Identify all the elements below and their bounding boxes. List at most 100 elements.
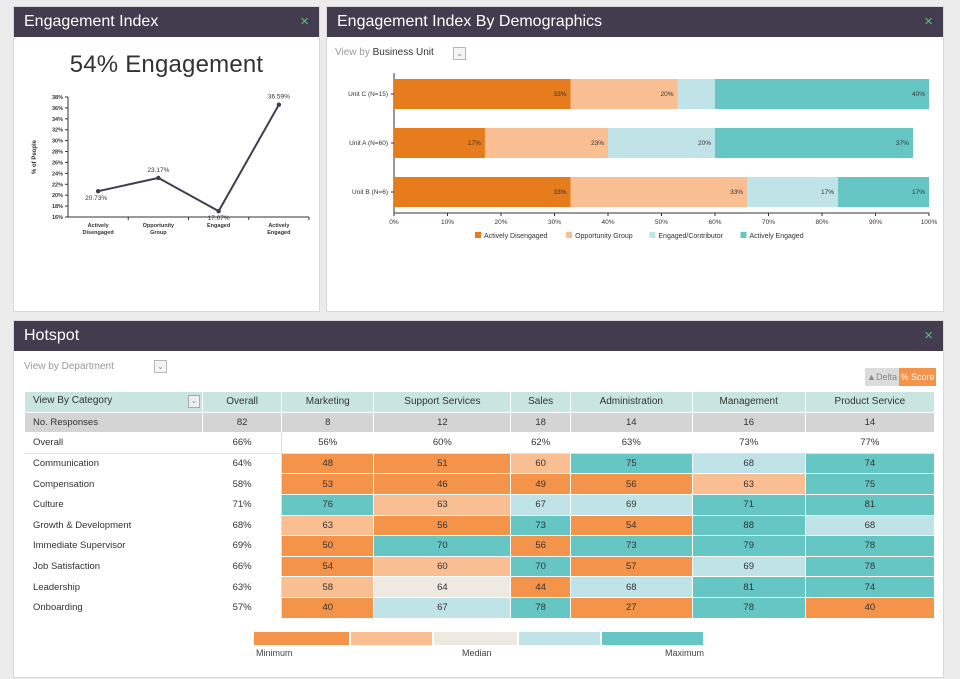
x-tick-label: Actively [268, 223, 290, 229]
bar-segment [715, 79, 929, 109]
engagement-line-chart: 16% 18% 20% 22% 24% 26% 28% 30% 32% 34% 36% 38% % of… [32, 94, 310, 236]
bar-segment [394, 128, 485, 158]
data-point [95, 189, 101, 194]
responses-count: 16 [691, 411, 806, 434]
bar-segment [570, 177, 748, 207]
table-row[interactable]: Onboarding 57% 40 67 78 27 78 40 [23, 596, 936, 619]
chevron-down-icon[interactable]: ⌄ [188, 395, 201, 409]
column-header[interactable]: Administration [569, 391, 693, 413]
overall-score: 73% [691, 432, 806, 454]
bar-segment [677, 79, 715, 109]
responses-row: No. Responses 82 8 12 18 14 16 14 [23, 411, 936, 434]
heat-cell: 71 [691, 493, 806, 516]
demographics-panel: Engagement Index By Demographics × View … [326, 6, 944, 312]
bar-value-label: 17% [821, 189, 834, 196]
table-row[interactable]: Communication 64% 48 51 60 75 68 74 [23, 452, 936, 475]
bar-value-label: 33% [730, 189, 743, 196]
close-icon[interactable]: × [924, 13, 933, 30]
table-row[interactable]: Immediate Supervisor 69% 50 70 56 73 79 78 [23, 535, 936, 557]
overall-score: 77% [804, 432, 936, 454]
overall-score: 66% [202, 432, 283, 454]
heat-cell: 63 [691, 473, 806, 495]
close-icon[interactable]: × [300, 13, 309, 30]
column-header[interactable]: Marketing [281, 391, 375, 413]
overall-score: 63% [569, 432, 693, 454]
heat-cell: 81 [804, 493, 936, 516]
data-label: 36.59% [268, 94, 290, 101]
heat-cell: 49 [510, 473, 571, 495]
table-row[interactable]: Leadership 63% 58 64 44 68 81 74 [23, 576, 936, 598]
category-header[interactable]: View By Category ⌄ [23, 391, 204, 413]
y-tick-label: 32% [52, 128, 63, 134]
y-tick-label: 34% [52, 117, 63, 123]
table-row[interactable]: Growth & Development 68% 63 56 73 54 88 68 [23, 514, 936, 537]
x-tick-label: 90% [869, 219, 882, 226]
heat-cell: 27 [569, 596, 693, 619]
bar-value-label: 40% [912, 91, 925, 98]
y-axis-label: % of People [32, 139, 38, 174]
scale-labels: Minimum Median Maximum [254, 648, 709, 660]
responses-count: 14 [804, 411, 936, 434]
overall-score: 62% [510, 432, 571, 454]
overall-row: Overall 66% 56% 60% 62% 63% 73% 77% [23, 432, 936, 454]
heat-cell: 76 [281, 493, 375, 516]
overall-score: 69% [202, 535, 283, 557]
bar-segment [394, 177, 571, 207]
delta-toggle-button[interactable]: ▲Delta [865, 368, 899, 386]
panel-title: Engagement Index [24, 13, 159, 30]
row-label: Leadership [23, 576, 204, 598]
heat-cell: 78 [804, 535, 936, 557]
overall-score: 60% [373, 432, 512, 454]
x-tick-label: 0% [389, 219, 399, 226]
hotspot-header: Hotspot × [14, 321, 943, 351]
scale-median-label: Median [462, 648, 492, 658]
x-tick-label: 70% [762, 219, 775, 226]
table-row[interactable]: Compensation 58% 53 46 49 56 63 75 [23, 473, 936, 495]
heat-cell: 78 [804, 555, 936, 578]
view-by-department: View by Department [24, 361, 114, 372]
heat-cell: 54 [569, 514, 693, 537]
data-label: 17.07% [208, 215, 230, 222]
scale-swatch-low [351, 632, 432, 645]
row-label: Onboarding [23, 596, 204, 619]
heat-cell: 68 [804, 514, 936, 537]
scale-max-label: Maximum [665, 648, 705, 658]
heat-cell: 54 [281, 555, 375, 578]
x-tick-label: 60% [708, 219, 721, 226]
column-header[interactable]: Overall [202, 391, 283, 413]
overall-score: 68% [202, 514, 283, 537]
column-header[interactable]: Management [691, 391, 806, 413]
x-tick-label: 80% [815, 219, 828, 226]
heat-cell: 70 [373, 535, 512, 557]
heat-cell: 69 [691, 555, 806, 578]
heat-cell: 48 [281, 452, 375, 475]
score-toggle-button[interactable]: % Score [899, 368, 936, 386]
bar-value-label: 17% [912, 189, 925, 196]
heat-cell: 81 [691, 576, 806, 598]
close-icon[interactable]: × [924, 327, 933, 344]
data-point [216, 208, 221, 214]
category-header-label: View By Category [33, 395, 113, 407]
bar-value-label: 20% [698, 140, 711, 147]
engagement-headline: 54% Engagement [69, 51, 264, 78]
responses-count: 12 [373, 411, 512, 434]
x-tick-label: 10% [441, 219, 454, 226]
chevron-down-icon[interactable]: ⌄ [453, 47, 466, 60]
column-header[interactable]: Support Services [373, 391, 512, 413]
category-label: Unit B (N=6) [352, 189, 388, 196]
overall-score: 58% [202, 473, 283, 495]
x-tick-label: Engaged [207, 223, 230, 229]
bar-segment [838, 177, 929, 207]
table-row[interactable]: Job Satisfaction 66% 54 60 70 57 69 78 [23, 555, 936, 578]
row-label: Job Satisfaction [23, 555, 204, 578]
column-header[interactable]: Product Service [804, 391, 936, 413]
table-row[interactable]: Culture 71% 76 63 67 69 71 81 [23, 493, 936, 516]
overall-score: 71% [202, 493, 283, 516]
overall-score: 56% [281, 432, 375, 454]
bar-value-label: 17% [468, 140, 481, 147]
column-header[interactable]: Sales [510, 391, 571, 413]
heat-cell: 56 [569, 473, 693, 495]
chevron-down-icon[interactable]: ⌄ [154, 360, 167, 373]
scale-swatch-median [434, 632, 517, 645]
scale-swatch-high [519, 632, 600, 645]
